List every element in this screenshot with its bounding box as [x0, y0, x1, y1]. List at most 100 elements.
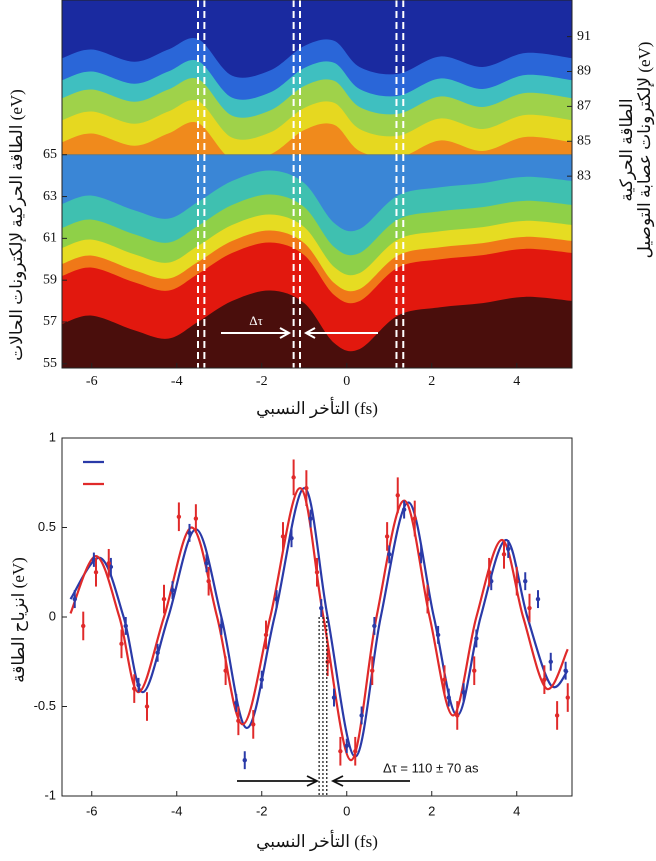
- data-point: [132, 686, 137, 691]
- y2-tick-label: 89: [577, 64, 591, 79]
- y-tick-label: 61: [43, 231, 57, 246]
- data-point: [325, 659, 330, 664]
- data-point: [81, 623, 86, 629]
- data-point: [314, 570, 320, 575]
- y2-tick-label: 91: [577, 29, 591, 44]
- arrow: [221, 327, 292, 339]
- y2-axis-title: الطاقة الحركية: [617, 98, 637, 201]
- data-point: [523, 579, 528, 584]
- data-point: [548, 659, 553, 664]
- x-axis-title: التأخر النسبي (fs): [256, 829, 378, 852]
- data-point: [359, 713, 364, 718]
- data-point: [425, 596, 430, 602]
- data-point: [144, 704, 150, 709]
- data-point: [108, 564, 114, 570]
- data-point: [461, 689, 466, 695]
- y-tick-label: 57: [43, 314, 57, 329]
- data-point: [251, 722, 256, 727]
- data-point: [563, 668, 568, 673]
- heatmap-band: [62, 290, 572, 368]
- x-tick-label: -2: [256, 803, 268, 818]
- data-point: [527, 605, 532, 611]
- y-tick-label: 65: [43, 147, 57, 162]
- data-point: [263, 632, 269, 638]
- data-point: [554, 713, 560, 718]
- data-point: [384, 534, 390, 539]
- data-point: [319, 605, 324, 611]
- data-point: [91, 557, 97, 562]
- data-point: [187, 530, 192, 536]
- data-point: [136, 682, 141, 688]
- annotation: Δτ = 110 ± 70 as: [383, 760, 479, 775]
- x-tick-label: 4: [513, 374, 520, 389]
- lower-heatmap: [62, 155, 572, 368]
- data-point: [204, 561, 209, 566]
- data-point: [193, 516, 199, 521]
- plot-area: [61, 437, 573, 797]
- data-point: [387, 552, 392, 557]
- data-point: [161, 596, 167, 602]
- x-tick-label: -6: [86, 803, 98, 818]
- data-point: [219, 623, 224, 629]
- data-point: [236, 718, 241, 724]
- data-point: [446, 695, 451, 700]
- data-point: [344, 743, 349, 749]
- y-tick-label: -0.5: [34, 698, 56, 713]
- data-point: [155, 650, 160, 655]
- x-tick-label: 4: [513, 803, 520, 818]
- data-point: [274, 596, 279, 602]
- fit-line: [69, 487, 569, 758]
- y2-tick-label: 85: [577, 133, 591, 148]
- data-point: [170, 587, 175, 593]
- data-point: [486, 570, 492, 575]
- x-tick-label: 0: [343, 374, 350, 389]
- x-tick-label: -6: [86, 374, 98, 389]
- y-axis-title: الطاقة الحركية لإلكترونات الحالات (eV): [7, 89, 27, 361]
- data-point: [242, 758, 247, 763]
- data-point: [338, 749, 343, 754]
- data-point: [472, 668, 477, 673]
- data-point: [401, 507, 407, 512]
- arrow: [303, 327, 378, 339]
- data-point: [72, 596, 77, 602]
- data-point: [418, 552, 424, 557]
- plot-content: [69, 459, 570, 770]
- x-tick-label: 0: [343, 803, 350, 818]
- heatmap-band: [62, 0, 572, 78]
- data-point: [123, 623, 128, 629]
- data-point: [119, 641, 124, 647]
- data-point: [223, 668, 228, 673]
- data-point: [489, 579, 494, 584]
- y-axis-title: انزياح الطاقة (eV): [9, 557, 29, 683]
- annotation: Δτ: [249, 313, 263, 328]
- data-point: [304, 485, 309, 491]
- fit-line: [69, 487, 569, 762]
- data-point: [206, 579, 211, 584]
- arrow: [330, 775, 410, 787]
- data-point: [289, 536, 294, 541]
- x-tick-label: -2: [256, 374, 268, 389]
- x-tick-label: -4: [171, 803, 183, 818]
- data-point: [308, 516, 313, 521]
- data-point: [280, 534, 286, 539]
- data-point: [442, 677, 447, 682]
- y-tick-label: 55: [43, 356, 57, 371]
- x-tick-label: -4: [171, 374, 183, 389]
- data-point: [370, 668, 375, 673]
- data-point: [106, 561, 111, 566]
- data-point: [395, 493, 400, 498]
- upper-heatmap: [62, 0, 572, 155]
- data-point: [535, 596, 541, 602]
- data-point: [435, 632, 441, 638]
- y-tick-label: 63: [43, 189, 57, 204]
- y2-tick-label: 87: [577, 99, 591, 114]
- y-tick-label: 1: [49, 429, 56, 444]
- arrow: [237, 775, 320, 787]
- data-point: [514, 579, 519, 584]
- y-tick-label: 59: [43, 272, 57, 287]
- x-axis-title: التأخر النسبي (fs): [256, 396, 378, 419]
- data-point: [506, 546, 511, 552]
- data-point: [565, 695, 570, 700]
- data-point: [93, 570, 99, 575]
